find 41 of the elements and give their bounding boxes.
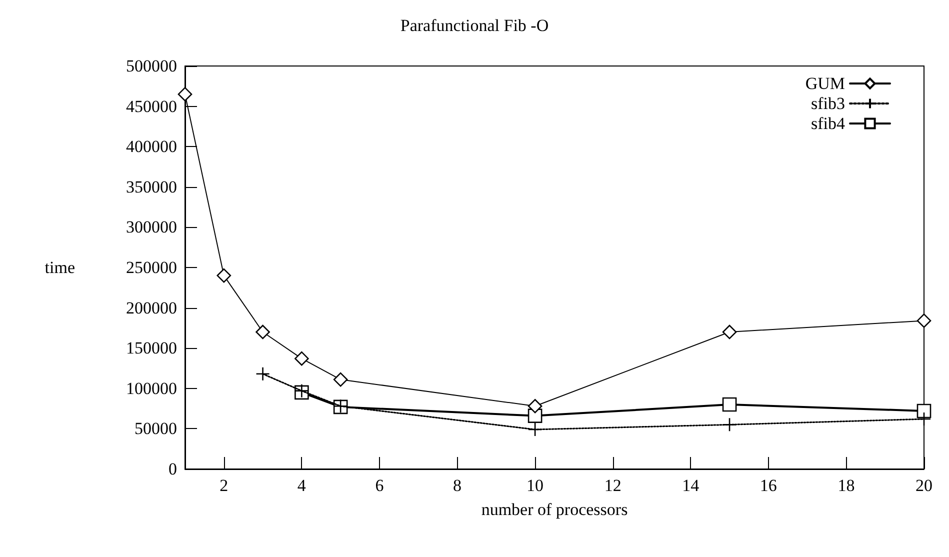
- point: [528, 422, 542, 437]
- y-tick-label: 400000: [126, 137, 177, 156]
- point: [722, 418, 737, 432]
- x-tick-label: 12: [604, 476, 622, 495]
- point: [216, 268, 232, 283]
- x-tick-label: 8: [453, 476, 462, 495]
- y-tick-label: 200000: [126, 298, 177, 318]
- x-tick-label: 10: [526, 476, 544, 495]
- point: [256, 366, 270, 382]
- y-tick-label: 350000: [126, 177, 177, 196]
- point: [256, 324, 270, 340]
- point: [333, 372, 348, 387]
- x-tick-label: 4: [297, 476, 306, 495]
- x-tick-label: 18: [838, 476, 855, 495]
- x-tick-label: 6: [375, 476, 384, 495]
- legend-label: GUM: [805, 74, 845, 93]
- x-tick-label: 2: [220, 476, 228, 495]
- legend-label: sfib4: [811, 114, 846, 133]
- y-tick-label: 0: [168, 460, 177, 478]
- point: [294, 351, 309, 366]
- y-tick-label: 50000: [134, 419, 177, 438]
- y-axis-title: time: [44, 258, 75, 277]
- y-tick-label: 300000: [126, 218, 177, 237]
- y-tick-label: 150000: [126, 338, 177, 358]
- point: [528, 398, 542, 414]
- point: [916, 404, 932, 418]
- x-axis-title: number of processors: [481, 500, 628, 519]
- y-tick-label: 450000: [126, 96, 177, 116]
- x-tick-label: 14: [682, 476, 700, 495]
- chart-title: Parafunctional Fib -O: [400, 16, 549, 35]
- y-tick-label: 500000: [126, 56, 177, 76]
- x-tick-label: 16: [760, 476, 777, 495]
- x-tick-label: 20: [916, 476, 932, 495]
- y-tick-label: 100000: [126, 378, 177, 398]
- point: [722, 324, 737, 340]
- point: [178, 87, 192, 102]
- y-tick-label: 250000: [126, 258, 177, 277]
- point: [916, 412, 932, 426]
- point: [916, 314, 932, 328]
- point: [722, 397, 737, 412]
- legend-label: sfib3: [811, 94, 845, 113]
